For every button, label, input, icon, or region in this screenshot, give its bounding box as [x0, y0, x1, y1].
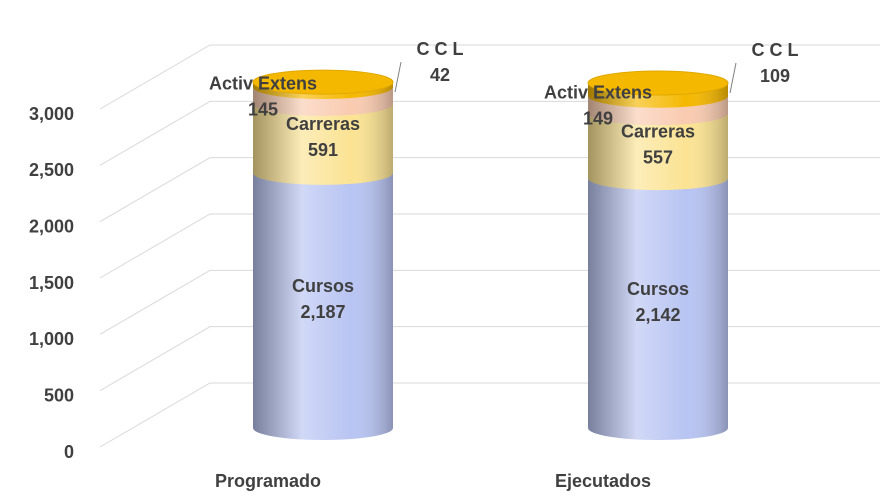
grid-line [99, 382, 880, 448]
grid-line [99, 100, 880, 166]
x-tick-label: Programado [215, 471, 321, 491]
grid-line [99, 44, 880, 110]
data-label-name: Carreras [286, 114, 360, 134]
segment-shade [253, 160, 393, 440]
y-tick-label: 2,000 [29, 216, 74, 236]
grid-line [99, 326, 880, 392]
segment-shade [588, 166, 728, 440]
x-tick-label: Ejecutados [555, 471, 651, 491]
data-label: 145 [248, 100, 278, 120]
data-label-name: Cursos [627, 279, 689, 299]
grid-line [99, 157, 880, 223]
data-label: 2,187 [300, 302, 345, 322]
cylinder-top [587, 70, 729, 96]
data-label-name: C C L [417, 39, 464, 59]
y-tick-label: 500 [44, 385, 74, 405]
data-label: 591 [308, 140, 338, 160]
data-label: 2,142 [635, 305, 680, 325]
data-label-name: C C L [752, 40, 799, 60]
leader-line [394, 61, 402, 93]
data-label-name: Activ Extens [209, 74, 317, 94]
y-tick-label: 1,000 [29, 329, 74, 349]
data-label: 149 [583, 108, 613, 128]
data-label-name: Carreras [621, 121, 695, 141]
y-tick-label: 0 [64, 442, 74, 462]
data-label-name: Cursos [292, 276, 354, 296]
leader-line [729, 62, 737, 94]
data-label: 557 [643, 147, 673, 167]
grid-line [99, 213, 880, 279]
segment-shade [253, 91, 393, 185]
cylinder-top [252, 69, 394, 95]
y-tick-label: 1,500 [29, 273, 74, 293]
y-tick-label: 2,500 [29, 160, 74, 180]
data-label-name: Activ Extens [544, 82, 652, 102]
data-label: 42 [430, 65, 450, 85]
grid-line [99, 269, 880, 335]
data-label: 109 [760, 66, 790, 86]
y-tick-label: 3,000 [29, 104, 74, 124]
